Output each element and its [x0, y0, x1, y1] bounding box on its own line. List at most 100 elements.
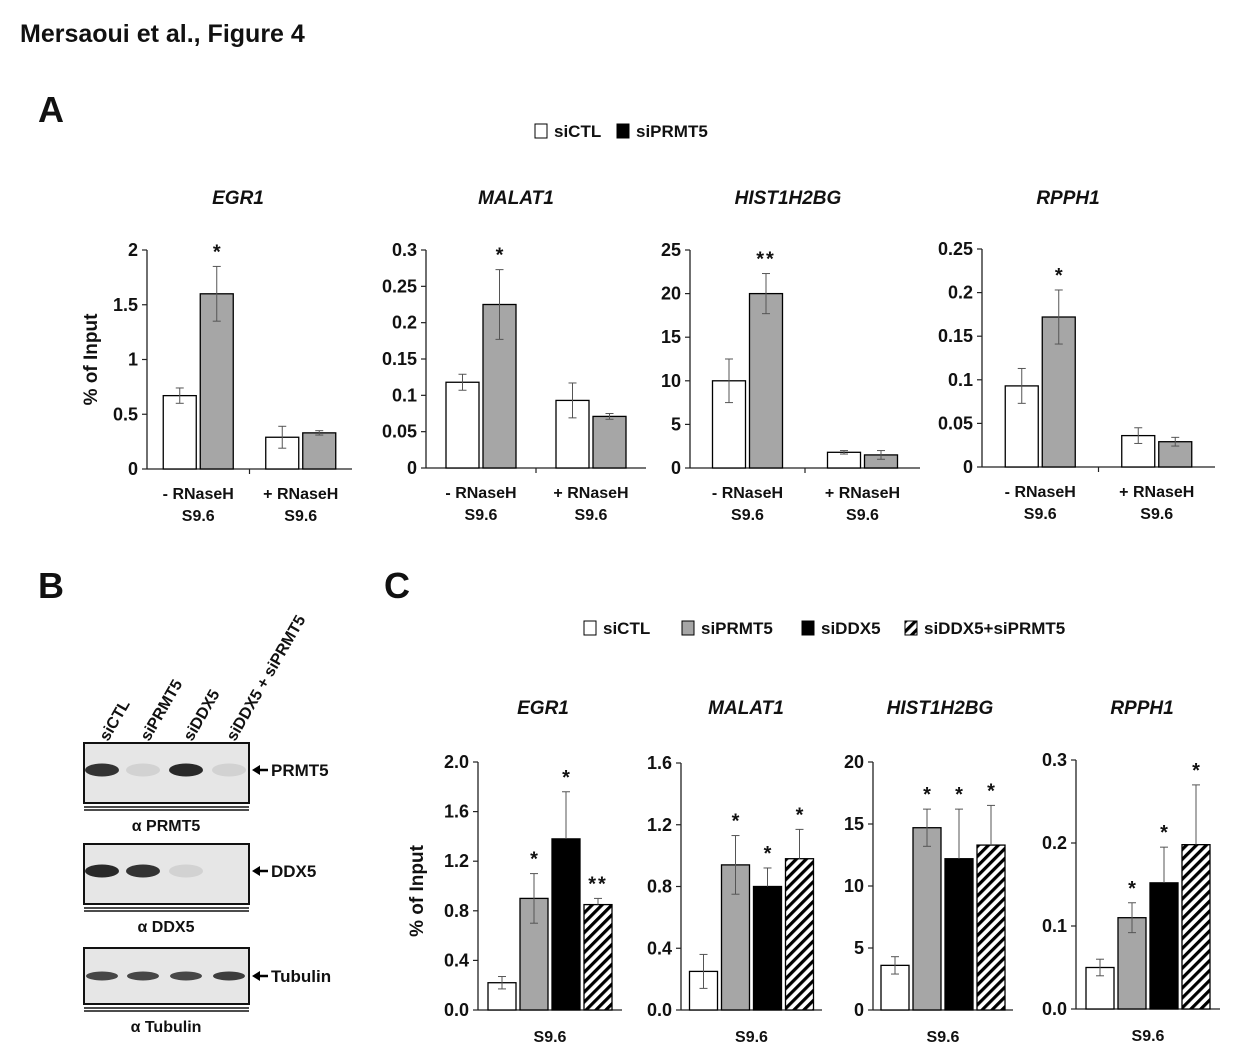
lane-label: siPRMT5	[138, 677, 187, 744]
x-tick-label: S9.6	[735, 1029, 768, 1046]
y-tick-label: 1.6	[444, 802, 469, 822]
blot-target-label: PRMT5	[271, 761, 329, 780]
chart-title: RPPH1	[1110, 698, 1173, 719]
blot-ddx5: DDX5 α DDX5	[83, 843, 316, 936]
chart-a-malat1: MALAT1 0 0.05 0.1 0.15 0.2 0.25 0.3 * - RNaseH S9.…	[382, 188, 646, 524]
y-tick-label: 20	[844, 752, 864, 772]
legend-swatch-sictl	[534, 123, 548, 139]
significance-marker: *	[562, 767, 570, 789]
x-tick-label: S9.6	[1140, 506, 1173, 523]
significance-marker: *	[796, 804, 804, 826]
y-tick-label: 0	[407, 458, 417, 478]
legend-label: siCTL	[554, 122, 601, 141]
y-tick-label: 1.5	[113, 295, 138, 315]
blot-band	[169, 763, 203, 777]
panel-label-c: C	[384, 565, 410, 606]
chart-title: HIST1H2BG	[887, 698, 994, 719]
significance-marker: *	[1055, 265, 1063, 287]
chart-title: EGR1	[212, 188, 264, 209]
blot-band	[169, 864, 203, 878]
x-tick-label: + RNaseH	[553, 485, 628, 502]
x-tick-label: S9.6	[1024, 506, 1057, 523]
y-tick-label: 0.0	[1042, 999, 1067, 1019]
chart-title: RPPH1	[1036, 188, 1099, 209]
y-tick-label: 0.1	[1042, 916, 1067, 936]
significance-marker: *	[1128, 878, 1136, 900]
y-tick-label: 0.1	[392, 385, 417, 405]
y-tick-label: 0.8	[444, 901, 469, 921]
lane-label: siCTL	[97, 697, 134, 744]
y-tick-label: 0	[963, 457, 973, 477]
arrow-icon	[252, 971, 260, 981]
significance-marker: *	[1160, 822, 1168, 844]
bar-siprmt5	[592, 415, 627, 469]
x-tick-label: S9.6	[731, 507, 764, 524]
legend-label: siCTL	[603, 619, 650, 638]
bar-siddx5	[944, 858, 974, 1011]
chart-c-hist1h2bg: HIST1H2BG 0 5 10 15 20 * * * S9.6	[844, 698, 1013, 1046]
blot-band	[86, 971, 118, 981]
blot-target-label: DDX5	[271, 862, 316, 881]
lane-label: siDDX5 + siPRMT5	[224, 613, 310, 744]
significance-marker: *	[732, 811, 740, 833]
chart-c-malat1: MALAT1 0.0 0.4 0.8 1.2 1.6 * * * S9.6	[647, 698, 822, 1046]
blot-band	[85, 763, 119, 777]
bar-siddx5-siprmt5	[583, 903, 613, 1011]
legend-swatch-siddx5	[801, 620, 815, 636]
y-tick-label: 0.3	[392, 240, 417, 260]
x-tick-label: - RNaseH	[163, 486, 234, 503]
chart-a-rpph1: RPPH1 0 0.05 0.1 0.15 0.2 0.25 * - RNaseH S9.6 + R…	[938, 188, 1215, 523]
significance-marker: *	[764, 843, 772, 865]
significance-marker: *	[1192, 760, 1200, 782]
bar-siddx5	[1149, 882, 1179, 1010]
y-tick-label: 0.0	[647, 1000, 672, 1020]
bar-siddx5	[752, 885, 783, 1011]
arrow-icon	[252, 866, 260, 876]
bar-siprmt5	[199, 293, 234, 470]
chart-a-egr1: EGR1 0 0.5 1 1.5 2 % of Input * - RNaseH S9.6 + RN…	[81, 188, 352, 525]
blot-band	[212, 763, 246, 777]
y-tick-label: 0.4	[647, 938, 672, 958]
y-tick-label: 0.3	[1042, 750, 1067, 770]
x-tick-label: S9.6	[575, 507, 608, 524]
bar-siddx5	[551, 838, 581, 1011]
y-tick-label: 1.6	[647, 753, 672, 773]
chart-title: HIST1H2BG	[735, 188, 842, 209]
chart-a-hist1h2bg: HIST1H2BG 0 5 10 15 20 25 ** - RNaseH S9.6 + RNase…	[661, 188, 920, 524]
blot-prmt5: PRMT5 α PRMT5	[83, 742, 329, 835]
x-tick-label: S9.6	[846, 507, 879, 524]
bar-siddx5-siprmt5	[784, 858, 815, 1011]
y-tick-label: 0.0	[444, 1000, 469, 1020]
legend-swatch-siprmt5	[616, 123, 630, 139]
blot-band	[170, 971, 202, 981]
y-tick-label: 0.05	[382, 422, 417, 442]
blot-band	[213, 971, 245, 981]
y-tick-label: 0.2	[948, 283, 973, 303]
blot-tubulin: Tubulin α Tubulin	[83, 947, 331, 1036]
bar-sictl	[555, 399, 590, 469]
panel-label-a: A	[38, 89, 64, 130]
arrow-icon	[252, 765, 260, 775]
y-tick-label: 5	[854, 938, 864, 958]
y-tick-label: 0.05	[938, 413, 973, 433]
significance-marker: *	[530, 849, 538, 871]
y-tick-label: 10	[661, 371, 681, 391]
bar-siddx5-siprmt5	[976, 844, 1006, 1011]
y-axis-label: % of Input	[407, 844, 428, 936]
x-tick-label: S9.6	[1132, 1028, 1165, 1045]
legend-label: siDDX5	[821, 619, 881, 638]
y-tick-label: 5	[671, 414, 681, 434]
y-tick-label: 0.15	[938, 326, 973, 346]
antibody-label: α DDX5	[138, 919, 195, 936]
chart-c-rpph1: RPPH1 0.0 0.1 0.2 0.3 * * * S9.6	[1042, 698, 1220, 1045]
significance-marker: *	[213, 241, 221, 263]
y-tick-label: 2.0	[444, 752, 469, 772]
bar-siprmt5	[748, 292, 784, 469]
y-tick-label: 0.25	[938, 239, 973, 259]
figure-title: Mersaoui et al., Figure 4	[20, 20, 305, 48]
chart-title: MALAT1	[708, 698, 784, 719]
antibody-label: α Tubulin	[131, 1019, 202, 1036]
significance-marker: *	[955, 784, 963, 806]
y-tick-label: 0.8	[647, 877, 672, 897]
significance-marker: *	[987, 780, 995, 802]
